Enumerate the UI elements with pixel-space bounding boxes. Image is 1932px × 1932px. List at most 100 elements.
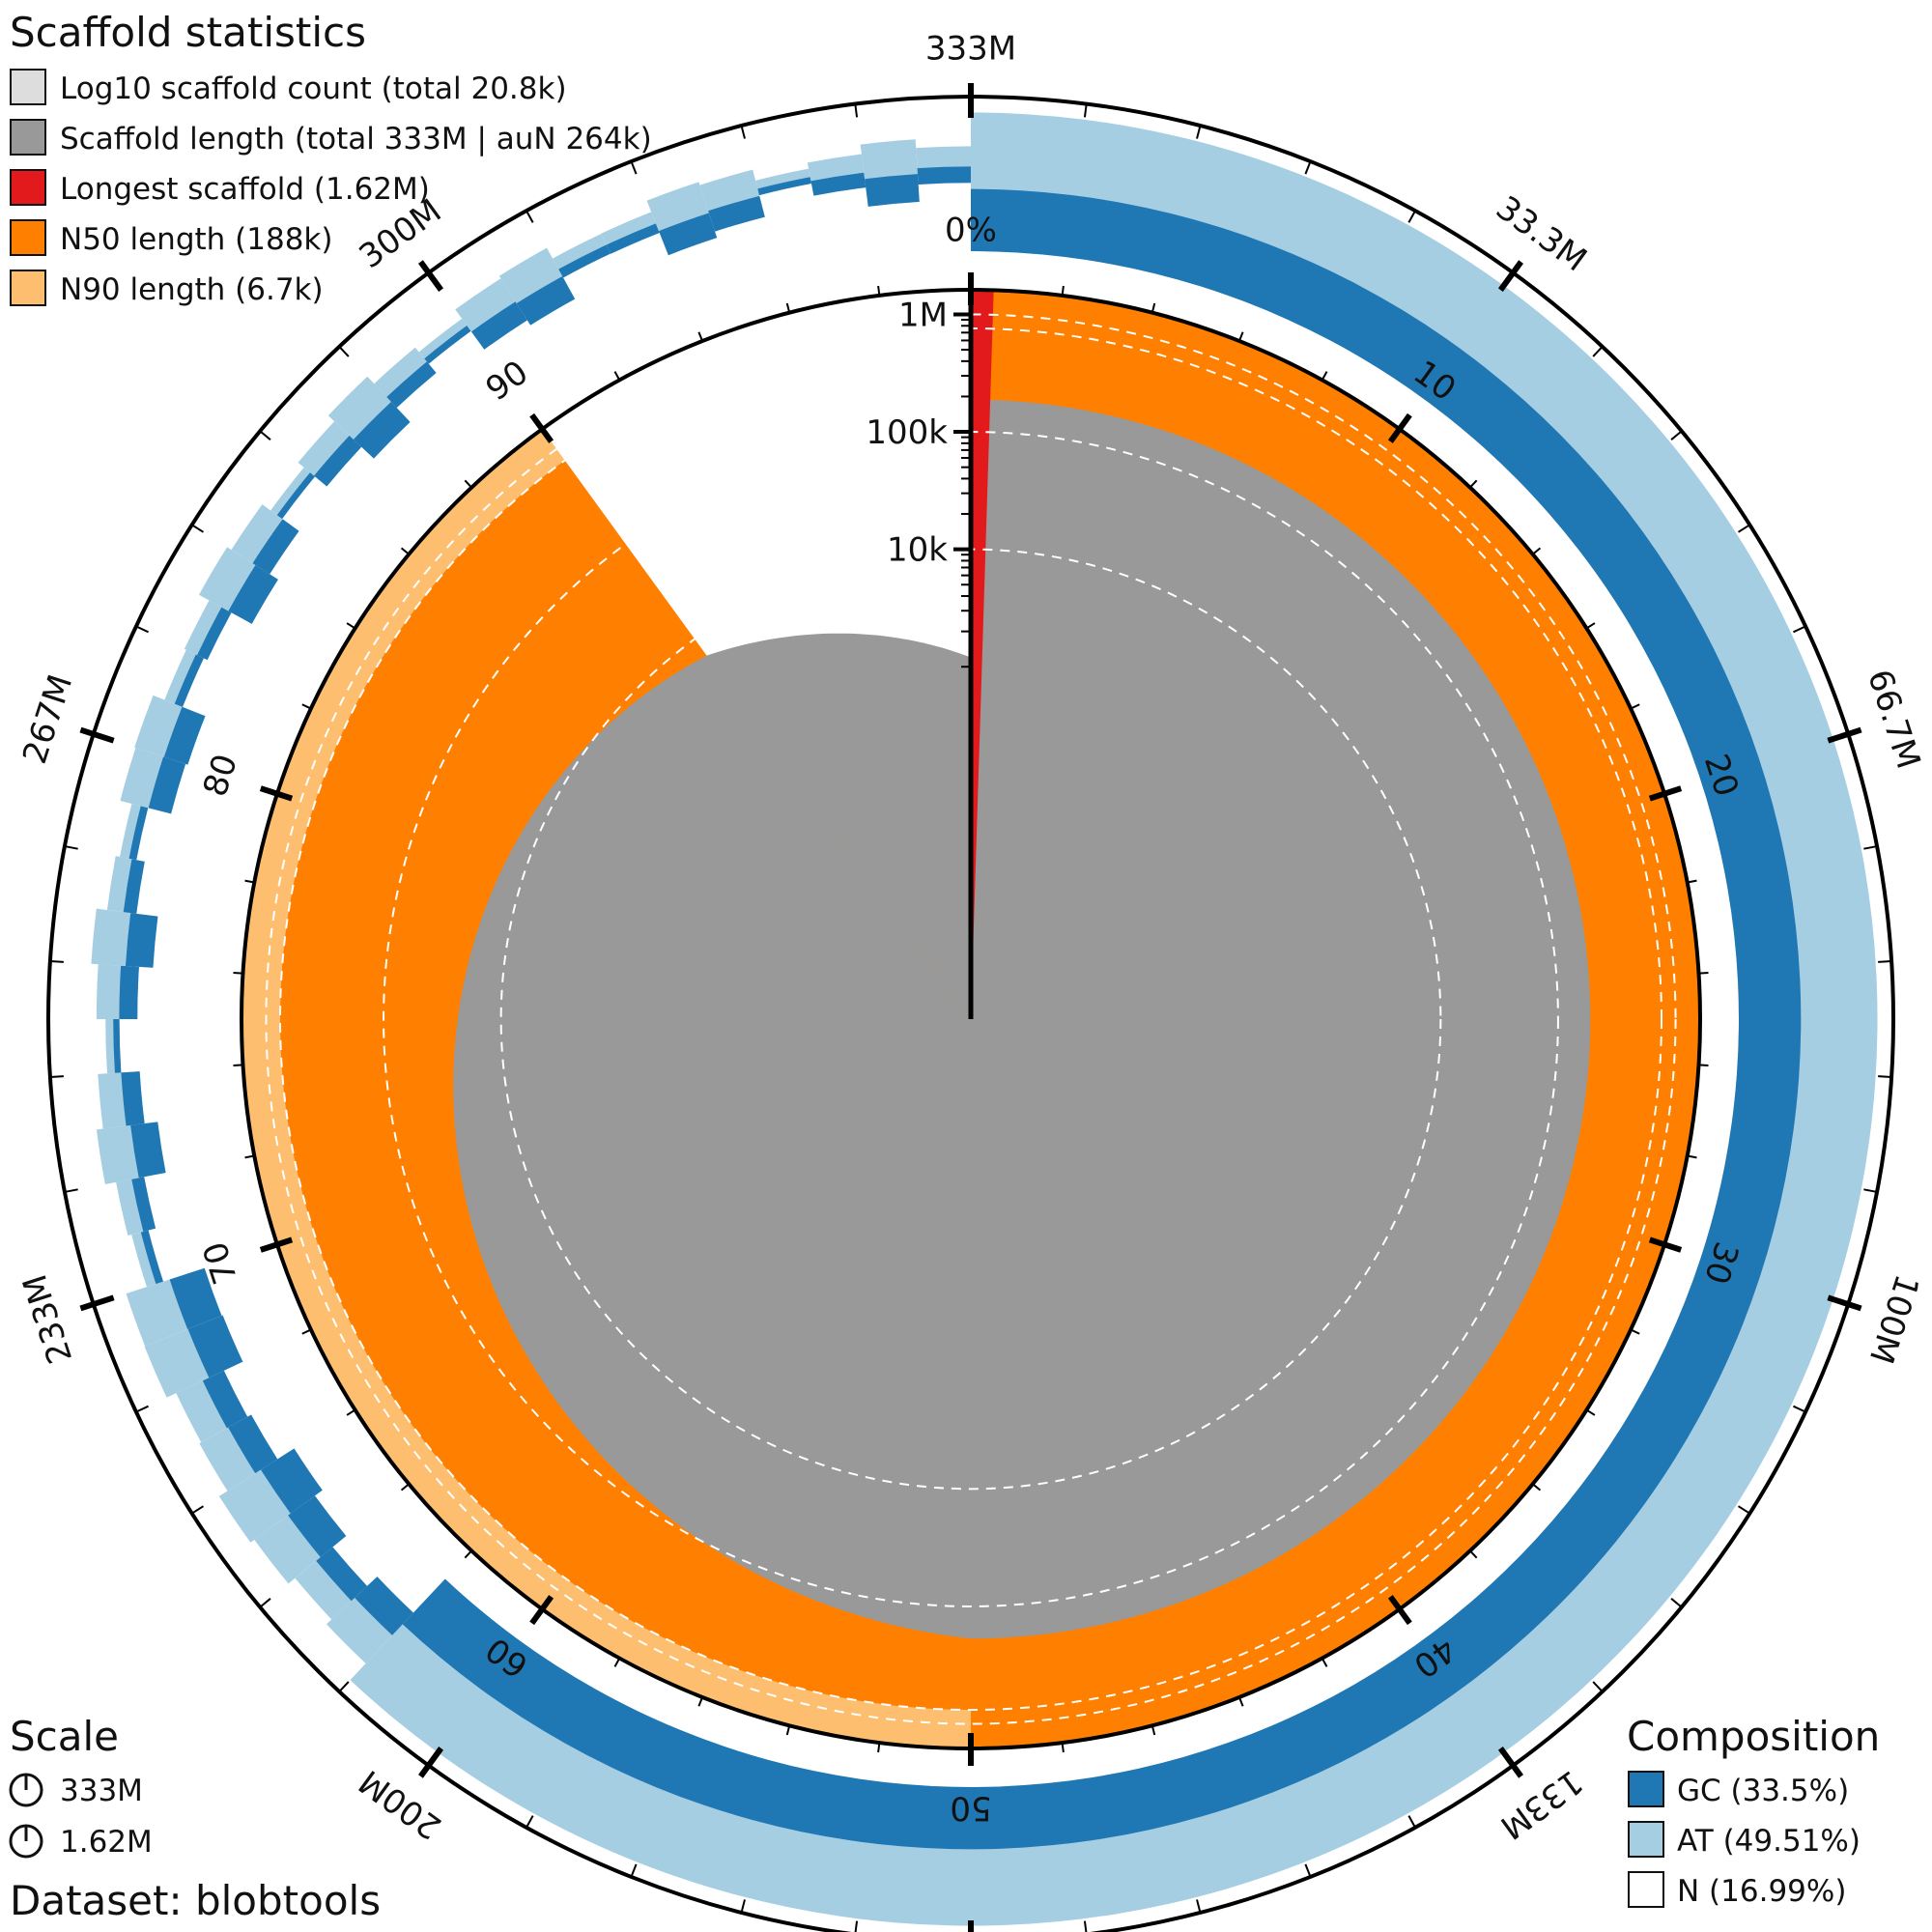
gc-band-seg-30 (558, 244, 611, 278)
outer-minor-tick (854, 1920, 859, 1932)
gc-band-seg-35 (810, 172, 867, 196)
length-inside-n50 (971, 399, 1591, 1639)
outer-tick-label-4: 133M (1493, 1762, 1590, 1847)
percent-minor-tick (1585, 622, 1596, 630)
outer-minor-tick (191, 1505, 205, 1515)
outer-tick-label-7: 233M (15, 1269, 80, 1368)
outer-minor-tick (1592, 1681, 1604, 1692)
outer-minor-tick (740, 1899, 746, 1914)
legend-scaffold-statistics: Scaffold statistics Log10 scaffold count… (10, 9, 652, 307)
outer-minor-tick (1196, 125, 1202, 139)
gc-band-seg-0 (355, 1577, 413, 1635)
outer-major-tick-9 (418, 260, 444, 292)
outer-minor-tick (526, 1815, 534, 1829)
outer-minor-tick (740, 125, 746, 139)
percent-minor-tick (1630, 1328, 1640, 1335)
gc-band-seg-23 (276, 472, 316, 520)
percent-minor-tick (1321, 371, 1328, 381)
gc-band-seg-26 (386, 361, 437, 409)
scale-item-longest: 1.62M (9, 1824, 153, 1860)
percent-minor-tick (464, 479, 472, 489)
outer-tick-label-6: 200M (353, 1762, 449, 1847)
gc-band-seg-6 (187, 1315, 243, 1378)
outer-minor-tick (1407, 1815, 1416, 1829)
composition-swatch-0 (1628, 1771, 1664, 1807)
gc-band-seg-2 (288, 1495, 347, 1557)
percent-minor-tick (400, 547, 410, 555)
gc-band-seg-29 (516, 275, 576, 326)
outer-minor-tick (64, 1188, 78, 1193)
composition-label-2: N (16.99%) (1677, 1874, 1846, 1909)
outer-minor-tick (135, 625, 149, 634)
legend-swatch-4 (10, 270, 46, 306)
outer-minor-tick (1863, 845, 1878, 850)
gc-band-seg-10 (130, 1122, 166, 1179)
gc-band-seg-37 (917, 166, 971, 185)
gc-band-seg-24 (314, 435, 362, 487)
legend-label-0: Log10 scaffold count (total 20.8k) (60, 71, 567, 106)
outer-minor-tick (135, 1405, 149, 1413)
outer-minor-tick (49, 960, 64, 963)
composition-legend: Composition GC (33.5%) AT (49.51%) N (16.9… (1627, 1713, 1880, 1909)
percent-minor-tick (346, 622, 356, 630)
composition-label-0: GC (33.5%) (1677, 1774, 1849, 1808)
scale-longest-label: 1.62M (60, 1825, 153, 1860)
percent-minor-tick (400, 1483, 410, 1492)
outer-minor-tick (1793, 1405, 1806, 1413)
percent-minor-tick (1687, 879, 1697, 884)
gc-band-seg-34 (757, 177, 812, 196)
percent-major-tick-7 (259, 1236, 294, 1253)
legend-swatch-1 (10, 119, 46, 156)
outer-minor-tick (1083, 1920, 1088, 1932)
legend-swatch-0 (10, 69, 46, 105)
percent-minor-tick (1061, 285, 1065, 297)
percent-minor-tick (1151, 302, 1156, 313)
outer-minor-tick (64, 845, 78, 850)
composition-swatch-2 (1628, 1871, 1664, 1908)
percent-minor-tick (1238, 1696, 1244, 1707)
legend-label-4: N90 length (6.7k) (60, 272, 324, 307)
outer-minor-tick (526, 210, 534, 223)
longest-scaffold-wedge (971, 290, 994, 1019)
legend-swatch-2 (10, 169, 46, 206)
outer-tick-label-3: 100M (1861, 1269, 1926, 1368)
percent-minor-tick (697, 1696, 703, 1707)
gc-band-seg-27 (424, 326, 471, 364)
gc-band-seg-25 (353, 401, 411, 459)
gc-band-seg-21 (228, 565, 278, 624)
outer-minor-tick (338, 1681, 350, 1692)
gc-band-seg-11 (121, 1071, 145, 1126)
percent-minor-tick (464, 1549, 472, 1559)
percent-tick-label-9: 90 (479, 354, 536, 410)
composition-heading: Composition (1627, 1713, 1880, 1760)
percent-minor-tick (1238, 331, 1244, 342)
outer-major-tick-8 (79, 726, 115, 744)
gc-band-seg-9 (131, 1177, 156, 1232)
gc-band-seg-33 (708, 195, 765, 232)
outer-minor-tick (49, 1075, 64, 1078)
outer-minor-tick (1407, 210, 1416, 223)
at-band-seg-24 (298, 421, 362, 487)
gc-band-seg-15 (123, 859, 145, 914)
percent-major-tick-1 (1387, 412, 1412, 443)
outer-minor-tick (259, 430, 271, 440)
percent-major-tick-4 (1387, 1595, 1412, 1626)
outer-minor-tick (1793, 625, 1806, 634)
gc-band-seg-19 (174, 654, 204, 707)
gc-band-seg-31 (606, 223, 660, 254)
percent-minor-tick (1585, 1408, 1596, 1416)
legend-title: Scaffold statistics (10, 9, 366, 56)
outer-minor-tick (1304, 160, 1312, 175)
percent-minor-tick (613, 1658, 621, 1667)
percent-major-tick-9 (529, 412, 554, 443)
gc-band-seg-4 (228, 1414, 278, 1474)
percent-minor-tick (301, 1328, 312, 1335)
gc-band-seg-22 (252, 519, 299, 575)
outer-tick-label-2: 66.7M (1860, 665, 1928, 773)
percent-minor-tick (785, 302, 791, 313)
gc-band-seg-32 (658, 213, 718, 256)
outer-minor-tick (338, 346, 350, 357)
composition-label-1: AT (49.51%) (1677, 1824, 1861, 1859)
dataset-label: Dataset: blobtools (10, 1877, 381, 1924)
